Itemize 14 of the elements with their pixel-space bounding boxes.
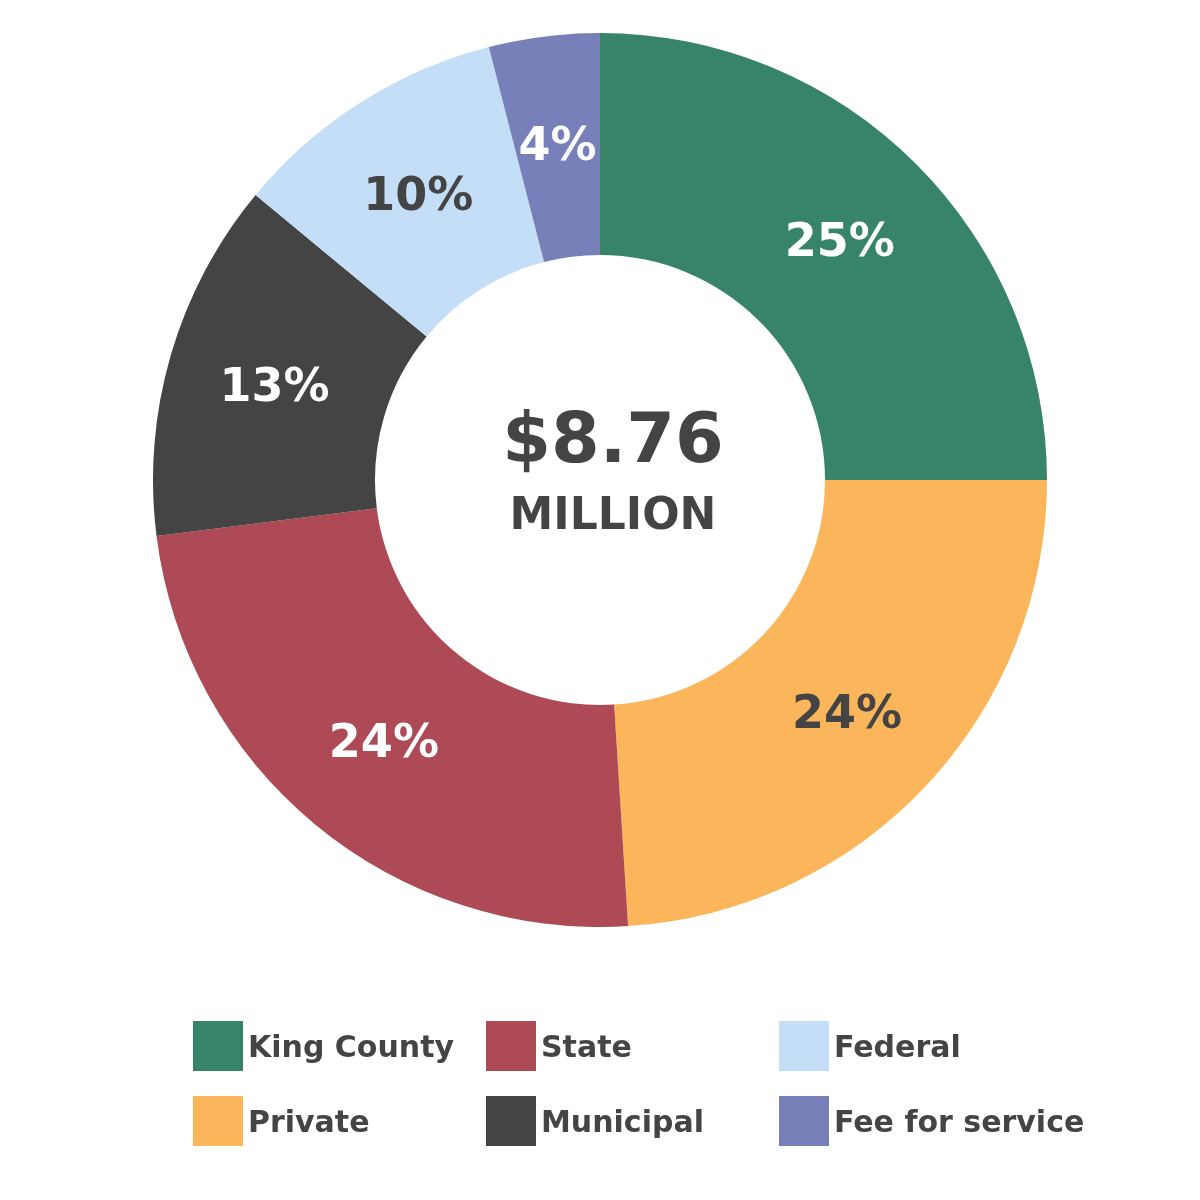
legend-label: State	[541, 1028, 632, 1064]
text: $8.76	[502, 397, 724, 479]
data-label: 4%	[518, 116, 597, 171]
legend-label: Fee for service	[834, 1103, 1085, 1139]
data-label: 13%	[219, 358, 330, 413]
legend-label: Private	[248, 1103, 370, 1139]
text: MILLION	[509, 487, 717, 539]
legend-label: King County	[248, 1028, 455, 1064]
data-label: 25%	[784, 213, 895, 268]
legend-label: Municipal	[541, 1103, 704, 1139]
data-label: 10%	[363, 166, 474, 221]
data-label: 24%	[792, 685, 903, 740]
data-label: 24%	[328, 714, 439, 769]
legend-label: Federal	[834, 1028, 961, 1064]
